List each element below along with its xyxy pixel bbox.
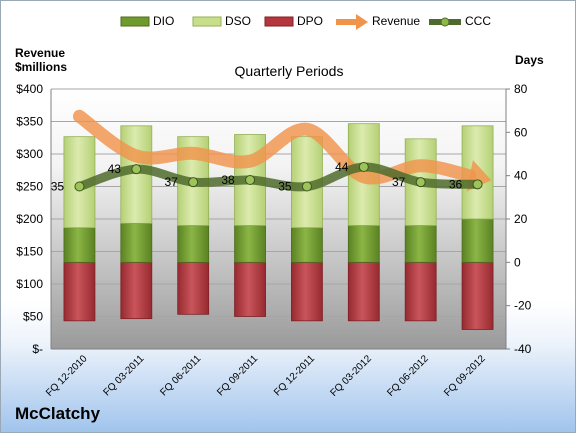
ccc-data-label: 38 bbox=[221, 173, 235, 187]
ccc-point-1 bbox=[131, 164, 142, 175]
ccc-data-label: 44 bbox=[335, 160, 349, 174]
x-axis-tick-label: FQ 06-2011 bbox=[158, 353, 203, 398]
chart-title: Quarterly Periods bbox=[234, 63, 344, 79]
legend-label-dso: DSO bbox=[225, 14, 252, 28]
x-axis-tick-label: FQ 06-2012 bbox=[385, 353, 431, 399]
right-axis-tick-label: 0 bbox=[514, 255, 521, 269]
legend-swatch-dio bbox=[120, 16, 150, 27]
left-axis-tick-label: $- bbox=[32, 342, 43, 356]
right-axis-tick-label: -20 bbox=[514, 299, 532, 313]
bar-dpo-2 bbox=[177, 261, 210, 315]
right-axis-tick-label: -40 bbox=[514, 342, 532, 356]
ccc-data-label: 35 bbox=[278, 180, 292, 194]
left-axis-tick-label: $300 bbox=[16, 147, 43, 161]
bar-dpo-5 bbox=[347, 261, 380, 322]
revenue-line bbox=[72, 109, 477, 185]
left-axis-tick-label: $200 bbox=[16, 212, 43, 226]
x-axis-tick-label: FQ 12-2010 bbox=[44, 353, 90, 399]
bar-dio-2 bbox=[177, 225, 210, 263]
ccc-point-3 bbox=[245, 175, 256, 185]
ccc-data-label: 37 bbox=[392, 175, 406, 189]
ccc-point-5 bbox=[358, 162, 369, 172]
bar-dpo-6 bbox=[404, 261, 437, 322]
ccc-point-7 bbox=[472, 179, 483, 190]
left-axis-tick-label: $50 bbox=[23, 310, 43, 324]
left-axis-tick-label: $150 bbox=[16, 245, 43, 259]
x-axis-tick-label: FQ 03-2012 bbox=[328, 353, 374, 399]
ccc-point-0 bbox=[74, 181, 85, 192]
x-axis-tick-label: FQ 12-2011 bbox=[272, 353, 317, 398]
ccc-point-4 bbox=[301, 181, 312, 192]
x-axis-tick-label: FQ 03-2011 bbox=[101, 353, 146, 398]
left-axis-title-line1: Revenue bbox=[15, 46, 66, 60]
ccc-data-label: 43 bbox=[108, 162, 122, 176]
ccc-data-label: 35 bbox=[51, 180, 65, 194]
bar-dpo-7 bbox=[461, 261, 494, 330]
right-axis-tick-label: 80 bbox=[514, 82, 528, 96]
legend-swatch-revenue bbox=[336, 14, 368, 30]
right-axis-tick-label: 20 bbox=[514, 212, 528, 226]
bar-dio-5 bbox=[347, 225, 380, 263]
ccc-point-2 bbox=[188, 177, 199, 188]
legend-swatch-ccc bbox=[429, 17, 461, 27]
company-name: McClatchy bbox=[15, 404, 101, 423]
bar-dio-7 bbox=[461, 218, 494, 263]
ccc-point-6 bbox=[415, 177, 426, 188]
legend-label-dpo: DPO bbox=[297, 14, 324, 28]
x-axis-tick-label: FQ 09-2012 bbox=[442, 353, 488, 399]
right-axis-title: Days bbox=[515, 53, 544, 67]
bar-dpo-1 bbox=[120, 261, 153, 320]
legend-label-revenue: Revenue bbox=[372, 14, 421, 28]
bar-dio-3 bbox=[234, 225, 266, 263]
left-axis-tick-label: $100 bbox=[16, 277, 43, 291]
legend-swatch-dso bbox=[192, 16, 222, 27]
left-axis-title-line2: $millions bbox=[15, 60, 68, 74]
bar-dpo-3 bbox=[234, 261, 266, 317]
right-axis-tick-label: 60 bbox=[514, 125, 528, 139]
left-axis-tick-label: $400 bbox=[16, 82, 43, 96]
legend-label-ccc: CCC bbox=[465, 14, 491, 28]
bar-dpo-0 bbox=[63, 261, 96, 322]
bar-dio-0 bbox=[63, 227, 96, 263]
left-axis-tick-label: $350 bbox=[16, 115, 43, 129]
right-axis-tick-label: 40 bbox=[514, 169, 528, 183]
bar-dio-1 bbox=[120, 222, 153, 263]
left-axis-tick-label: $250 bbox=[16, 180, 43, 194]
bar-dio-4 bbox=[291, 227, 323, 263]
legend-swatch-dpo bbox=[264, 16, 294, 27]
ccc-data-label: 36 bbox=[449, 177, 463, 191]
ccc-data-label: 37 bbox=[165, 175, 179, 189]
x-axis-tick-label: FQ 09-2011 bbox=[215, 353, 260, 398]
legend-label-dio: DIO bbox=[153, 14, 175, 28]
bar-dpo-4 bbox=[291, 261, 323, 322]
bar-dio-6 bbox=[404, 225, 437, 263]
